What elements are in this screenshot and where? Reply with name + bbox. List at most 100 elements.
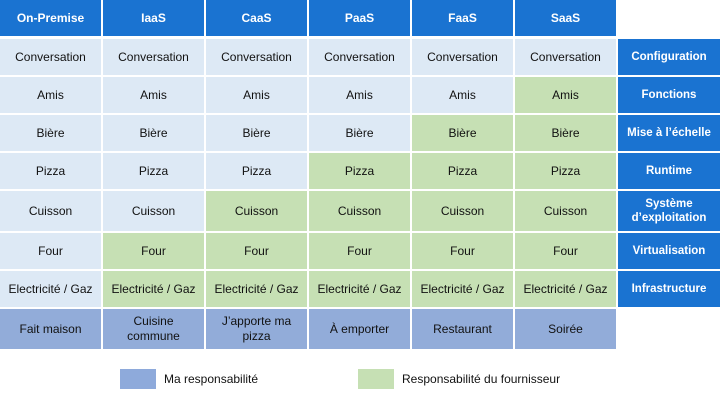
bottom-cell-5: Soirée [515,309,616,349]
cell-r4-c4: Cuisson [412,191,513,231]
cell-r6-c2: Electricité / Gaz [206,271,307,307]
cell-r2-c2-label: Bière [242,125,271,140]
cell-r3-c2-label: Pizza [241,163,272,178]
layer-label-1: Fonctions [618,77,720,113]
cell-r6-c3: Electricité / Gaz [309,271,410,307]
bottom-cell-0: Fait maison [0,309,101,349]
bottom-cell-4-label: Restaurant [433,321,492,336]
cell-r3-c1: Pizza [103,153,204,189]
layer-label-4-label: Système d’exploitation [631,197,707,224]
cell-r0-c3-label: Conversation [324,49,395,64]
cell-r1-c5-label: Amis [552,87,579,102]
cell-r1-c3: Amis [309,77,410,113]
bottom-cell-4: Restaurant [412,309,513,349]
cell-r3-c0-label: Pizza [35,163,66,178]
cell-r2-c3: Bière [309,115,410,151]
cell-r3-c5: Pizza [515,153,616,189]
cell-r4-c3-label: Cuisson [337,203,382,218]
cell-r3-c0: Pizza [0,153,101,189]
cell-r0-c0: Conversation [0,39,101,75]
cell-r2-c1: Bière [103,115,204,151]
cell-r5-c2-label: Four [244,243,269,258]
bottom-cell-3: À emporter [309,309,410,349]
bottom-cell-3-label: À emporter [329,321,390,336]
cell-r5-c4: Four [412,233,513,269]
header-saas: SaaS [515,0,616,36]
cell-r0-c4: Conversation [412,39,513,75]
cell-r6-c1: Electricité / Gaz [103,271,204,307]
cell-r0-c2-label: Conversation [221,49,292,64]
cell-r5-c4-label: Four [450,243,475,258]
layer-label-4: Système d’exploitation [618,191,720,231]
layer-label-6: Infrastructure [618,271,720,307]
cell-r5-c3-label: Four [347,243,372,258]
bottom-cell-2-label: J’apporte ma pizza [221,314,292,343]
cell-r5-c5-label: Four [553,243,578,258]
cell-r5-c1: Four [103,233,204,269]
bottom-cell-5-label: Soirée [548,321,583,336]
cell-r1-c4-label: Amis [449,87,476,102]
cell-r4-c0: Cuisson [0,191,101,231]
layer-label-6-label: Infrastructure [631,282,707,295]
legend-swatch-mine [120,369,156,389]
cell-r5-c1-label: Four [141,243,166,258]
bottom-cell-1-label: Cuisine commune [127,314,180,343]
cell-r6-c5-label: Electricité / Gaz [523,281,608,296]
cell-r6-c5: Electricité / Gaz [515,271,616,307]
cell-r6-c3-label: Electricité / Gaz [317,281,402,296]
bottom-cell-1: Cuisine commune [103,309,204,349]
cell-r5-c2: Four [206,233,307,269]
layer-label-0: Configuration [618,39,720,75]
cell-r1-c2: Amis [206,77,307,113]
header-caas-label: CaaS [241,10,272,25]
cell-r0-c2: Conversation [206,39,307,75]
header-on-premise-label: On-Premise [16,10,85,25]
cell-r4-c5-label: Cuisson [543,203,588,218]
cell-r0-c4-label: Conversation [427,49,498,64]
cell-r4-c2: Cuisson [206,191,307,231]
header-faas-label: FaaS [448,10,477,25]
header-saas-label: SaaS [550,10,581,25]
cell-r2-c3-label: Bière [345,125,374,140]
legend-swatch-provider [358,369,394,389]
cell-r1-c4: Amis [412,77,513,113]
cell-r6-c1-label: Electricité / Gaz [111,281,196,296]
cell-r0-c5-label: Conversation [530,49,601,64]
cell-r4-c1-label: Cuisson [131,203,176,218]
cell-r0-c0-label: Conversation [15,49,86,64]
cell-r3-c4-label: Pizza [447,163,478,178]
cell-r2-c5: Bière [515,115,616,151]
cell-r1-c0: Amis [0,77,101,113]
bottom-cell-0-label: Fait maison [19,321,82,336]
cell-r6-c4-label: Electricité / Gaz [420,281,505,296]
cell-r3-c1-label: Pizza [138,163,169,178]
layer-label-2: Mise à l’échelle [618,115,720,151]
header-iaas: IaaS [103,0,204,36]
cell-r1-c0-label: Amis [37,87,64,102]
cell-r4-c3: Cuisson [309,191,410,231]
header-paas: PaaS [309,0,410,36]
cell-r4-c0-label: Cuisson [28,203,73,218]
legend-my-responsibility: Ma responsabilité [120,369,258,389]
header-on-premise: On-Premise [0,0,101,36]
cell-r2-c1-label: Bière [139,125,168,140]
cell-r5-c0-label: Four [38,243,63,258]
cell-r2-c4: Bière [412,115,513,151]
layer-label-0-label: Configuration [631,50,707,63]
cell-r1-c2-label: Amis [243,87,270,102]
layer-label-2-label: Mise à l’échelle [627,126,711,139]
cell-r1-c3-label: Amis [346,87,373,102]
cell-r3-c3-label: Pizza [344,163,375,178]
cell-r5-c0: Four [0,233,101,269]
layer-label-3: Runtime [618,153,720,189]
layer-label-1-label: Fonctions [641,88,697,101]
cell-r4-c1: Cuisson [103,191,204,231]
cell-r1-c1: Amis [103,77,204,113]
cell-r0-c1: Conversation [103,39,204,75]
cell-r1-c5: Amis [515,77,616,113]
cell-r5-c3: Four [309,233,410,269]
layer-label-5-label: Virtualisation [632,244,706,257]
cell-r3-c4: Pizza [412,153,513,189]
legend-label-provider: Responsabilité du fournisseur [402,372,561,386]
header-caas: CaaS [206,0,307,36]
